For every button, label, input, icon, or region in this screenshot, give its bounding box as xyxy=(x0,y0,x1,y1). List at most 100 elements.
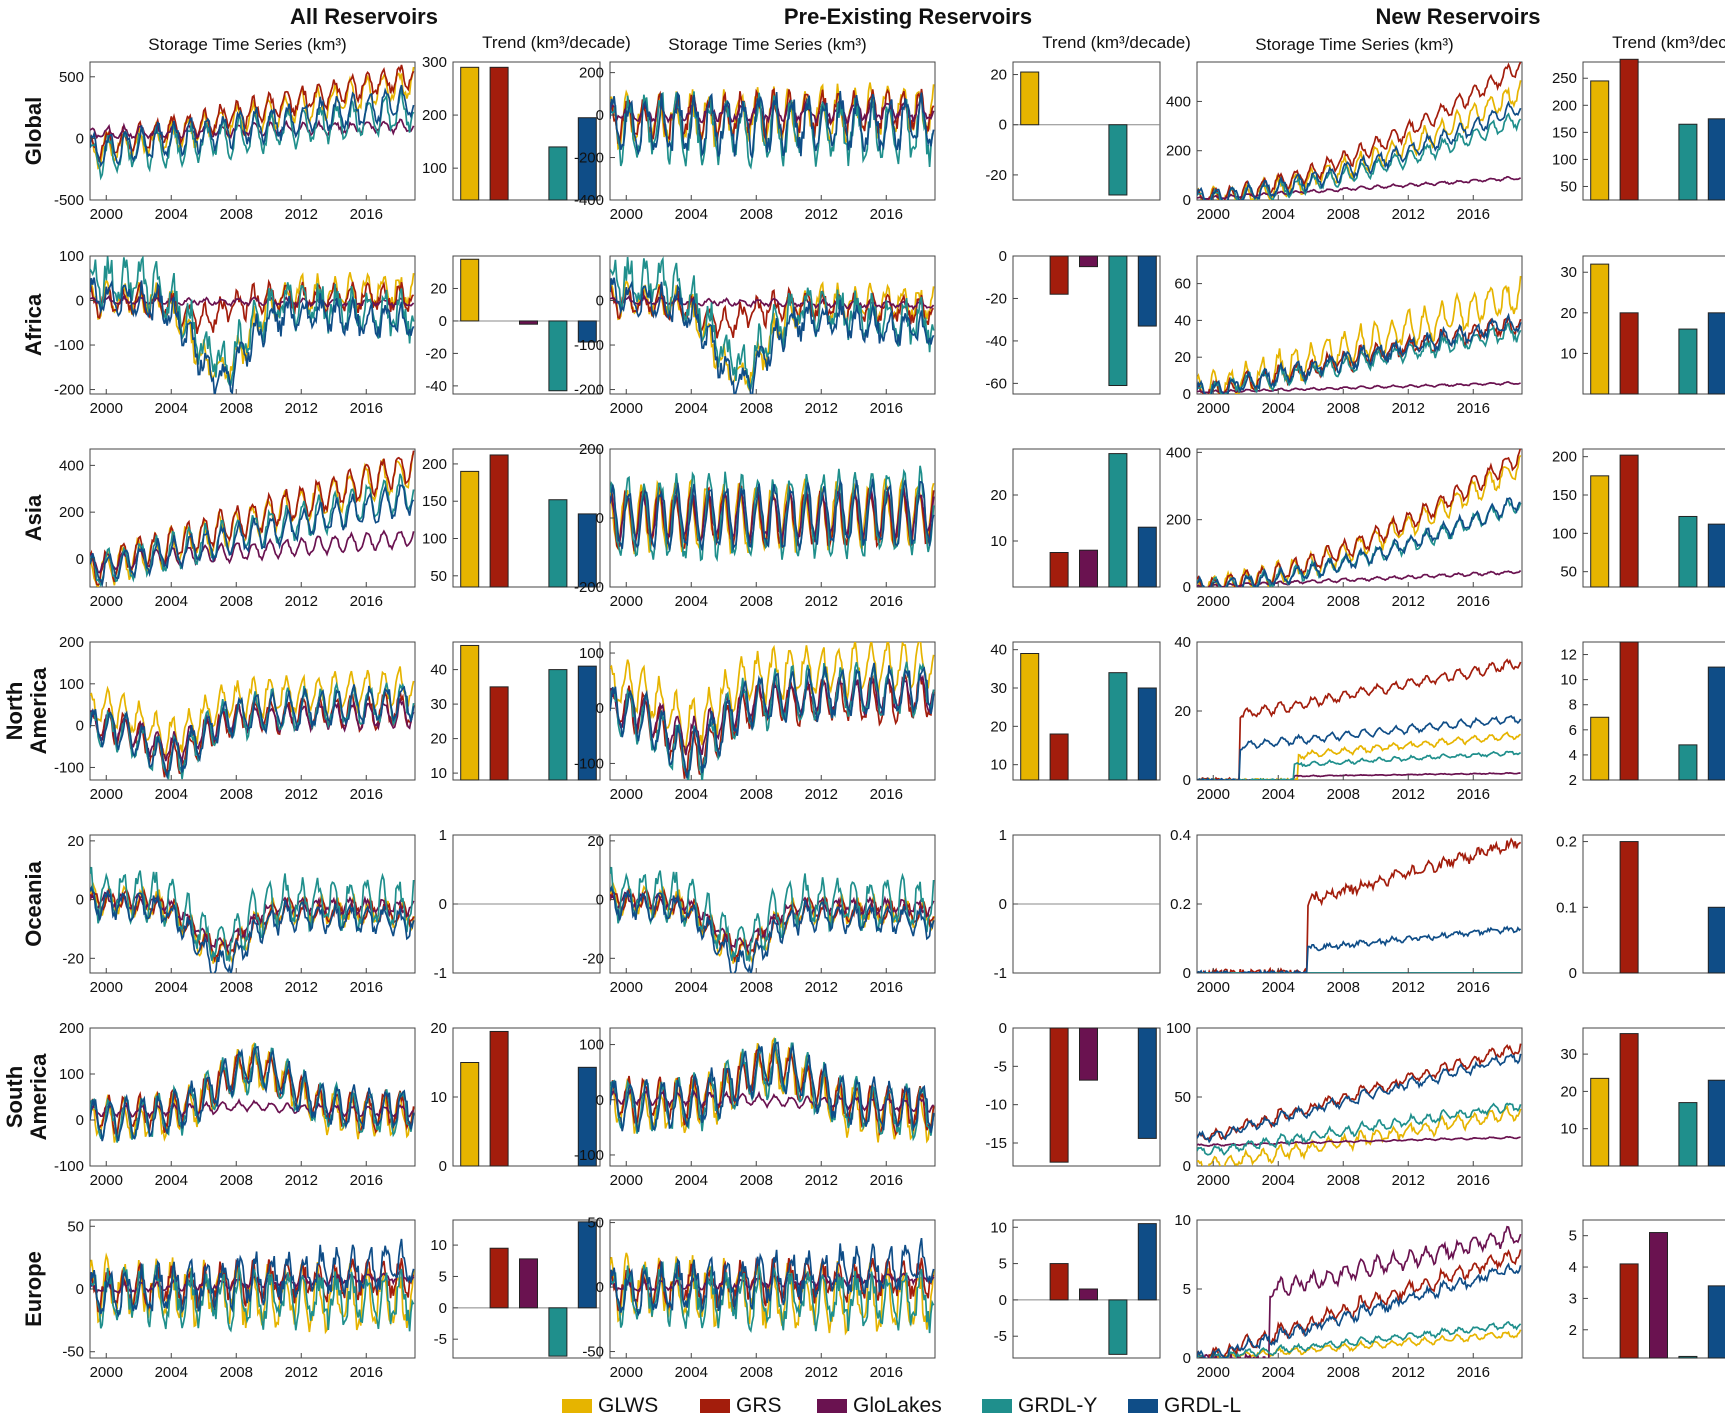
y-tick-label: 20 xyxy=(430,280,447,297)
y-tick-label: 0 xyxy=(999,117,1007,134)
y-tick-label: 150 xyxy=(422,493,447,510)
region-label: Europe xyxy=(21,1251,46,1327)
y-tick-label: 20 xyxy=(990,487,1007,504)
x-tick-label: 2012 xyxy=(1392,979,1425,996)
panel-namerica-all: -100 0 100 200 2000 2004 2008 2012 2016 10 20 30 40 xyxy=(54,634,601,803)
y-tick-label: 0 xyxy=(76,1281,84,1298)
y-tick-label: 100 xyxy=(59,248,84,265)
series-line-grdl-l xyxy=(1197,925,1522,973)
panel-samerica-pre: -100 0 100 2000 2004 2008 2012 2016 -15 -10 -5 0 xyxy=(574,1020,1161,1189)
series-line-glolakes xyxy=(1197,1135,1521,1147)
panel-namerica-new: 0 20 40 2000 2004 2008 2012 2016 2 4 6 8 10 12 xyxy=(1174,634,1725,803)
trend-bar-grdl-l xyxy=(577,1221,597,1309)
ts-lines xyxy=(90,450,415,587)
x-tick-label: 2008 xyxy=(1327,1364,1360,1381)
y-tick-label: -20 xyxy=(582,950,604,967)
series-line-grs xyxy=(610,283,935,339)
series-line-glolakes xyxy=(1197,381,1521,394)
ts-lines xyxy=(610,82,935,170)
panel-global-new: 0 200 400 2000 2004 2008 2012 2016 50 100 150 200 25… xyxy=(1166,58,1725,223)
x-tick-label: 2000 xyxy=(90,786,123,803)
trend-bar-grs xyxy=(1619,454,1639,588)
y-tick-label: 0.4 xyxy=(1170,827,1191,844)
series-line-grdl-l xyxy=(90,885,415,973)
trend-subtitle: Trend (km³/decade) xyxy=(482,33,631,52)
trend-bar-grs xyxy=(1049,733,1069,781)
series-line-grdl-y xyxy=(1197,1320,1522,1358)
trend-bar-grdl-y xyxy=(548,669,568,781)
y-tick-label: 100 xyxy=(579,645,604,662)
y-tick-label: 10 xyxy=(430,1089,447,1106)
trend-bar-grdl-y xyxy=(1108,1299,1128,1355)
y-tick-label: -1 xyxy=(434,965,447,982)
y-tick-label: 100 xyxy=(59,676,84,693)
y-tick-label: -100 xyxy=(54,1158,84,1175)
x-tick-label: 2008 xyxy=(1327,786,1360,803)
series-line-grdl-l xyxy=(1197,1053,1522,1144)
ts-lines xyxy=(90,1238,415,1335)
y-tick-label: 0 xyxy=(596,293,604,310)
y-tick-label: 20 xyxy=(1174,349,1191,366)
y-tick-label: 20 xyxy=(430,1020,447,1037)
series-line-grdl-y xyxy=(610,256,935,390)
legend-label-glolakes: GloLakes xyxy=(853,1394,942,1417)
y-tick-label: 0 xyxy=(76,1112,84,1129)
trend-bar-grdl-y xyxy=(1678,123,1698,201)
x-tick-label: 2000 xyxy=(90,400,123,417)
x-tick-label: 2004 xyxy=(155,786,188,803)
trend-bar-grdl-l xyxy=(577,665,597,781)
ts-lines xyxy=(610,866,935,973)
y-tick-label: -20 xyxy=(985,167,1007,184)
x-tick-label: 2012 xyxy=(1392,400,1425,417)
ts-axes-box xyxy=(1196,61,1523,201)
panel-namerica-pre: -100 0 100 2000 2004 2008 2012 2016 10 20 30 40 xyxy=(574,641,1161,803)
x-tick-label: 2016 xyxy=(870,206,903,223)
ts-lines xyxy=(1197,658,1522,780)
y-tick-label: 100 xyxy=(1552,525,1577,542)
trend-bar-grdl-y xyxy=(1678,1355,1698,1359)
trend-bar-grdl-l xyxy=(1137,1223,1157,1301)
y-tick-label: 50 xyxy=(1560,178,1577,195)
x-tick-label: 2000 xyxy=(610,593,643,610)
trend-subtitle: Trend (km³/decade) xyxy=(1042,33,1191,52)
trend-bar-grs xyxy=(489,454,509,588)
y-tick-label: 3 xyxy=(1569,1290,1577,1307)
panel-asia-pre: -200 0 200 2000 2004 2008 2012 2016 10 20 xyxy=(574,441,1161,610)
x-tick-label: 2004 xyxy=(155,979,188,996)
x-tick-label: 2008 xyxy=(220,206,253,223)
trend-bar-grdl-l xyxy=(1707,666,1725,781)
trend-bar-grs xyxy=(1049,1263,1069,1301)
y-tick-label: 5 xyxy=(999,1256,1007,1273)
series-line-glolakes xyxy=(610,1087,935,1114)
y-tick-label: 150 xyxy=(1552,124,1577,141)
series-line-grdl-l xyxy=(1197,497,1521,587)
x-tick-label: 2000 xyxy=(1197,206,1230,223)
series-line-grdl-y xyxy=(90,866,415,962)
x-tick-label: 2004 xyxy=(675,206,708,223)
trend-bar-glws xyxy=(1590,1077,1610,1167)
y-tick-label: 5 xyxy=(1183,1281,1191,1298)
ts-axes-box xyxy=(1196,448,1523,588)
x-tick-label: 2008 xyxy=(740,979,773,996)
trend-bar-grs xyxy=(1049,255,1069,295)
series-line-grdl-l xyxy=(1197,1262,1522,1358)
trend-bar-glws xyxy=(460,258,480,322)
x-tick-label: 2016 xyxy=(350,1172,383,1189)
y-tick-label: 200 xyxy=(59,634,84,651)
x-tick-label: 2016 xyxy=(1457,593,1490,610)
y-tick-label: 10 xyxy=(1560,672,1577,689)
x-tick-label: 2000 xyxy=(610,786,643,803)
y-tick-label: 0 xyxy=(76,551,84,568)
series-line-glws xyxy=(90,452,415,587)
x-tick-label: 2004 xyxy=(1262,979,1295,996)
y-tick-label: 40 xyxy=(1174,312,1191,329)
trend-bar-grdl-l xyxy=(577,1066,597,1167)
series-line-glws xyxy=(90,666,415,760)
legend-label-grs: GRS xyxy=(736,1394,782,1417)
x-tick-label: 2016 xyxy=(350,786,383,803)
series-line-grdl-l xyxy=(610,1041,935,1133)
series-line-grdl-l xyxy=(90,84,415,168)
x-tick-label: 2008 xyxy=(1327,979,1360,996)
x-tick-label: 2012 xyxy=(805,206,838,223)
